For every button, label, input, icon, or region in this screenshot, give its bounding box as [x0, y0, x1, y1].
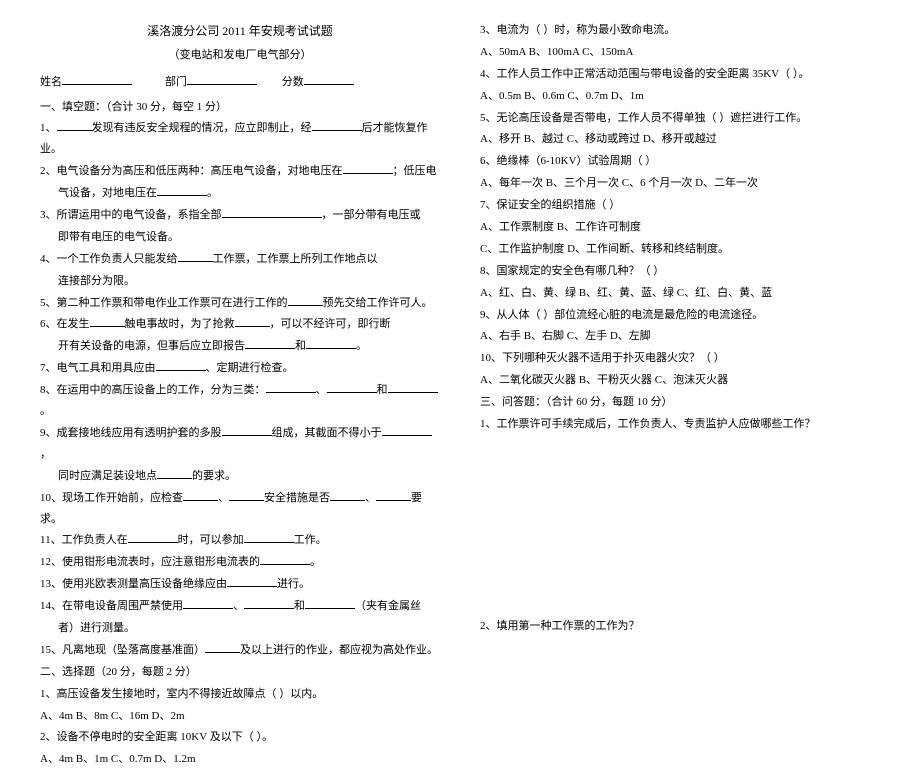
s2-q7-opts2: C、工作监护制度 D、工作间断、转移和终结制度。 — [480, 239, 880, 260]
s1-q7: 7、电气工具和用具应由、定期进行检查。 — [40, 358, 440, 379]
s1-q14: 14、在带电设备周围严禁使用、和（夹有金属丝 — [40, 596, 440, 617]
s2-q7-opts1: A、工作票制度 B、工作许可制度 — [480, 217, 880, 238]
name-label: 姓名 — [40, 76, 62, 88]
s2-q6: 6、绝缘棒（6-10KV）试验周期（ ） — [480, 151, 880, 172]
s1-q2: 2、电气设备分为高压和低压两种：高压电气设备，对地电压在；低压电 — [40, 161, 440, 182]
s1-q9b: 同时应满足装设地点的要求。 — [40, 466, 440, 487]
s2-q9: 9、从人体（ ）部位流经心脏的电流是最危险的电流途径。 — [480, 305, 880, 326]
left-column: 溪洛渡分公司 2011 年安规考试试题 （变电站和发电厂电气部分） 姓名 部门 … — [40, 20, 440, 631]
s1-q9: 9、成套接地线应用有透明护套的多股组成，其截面不得小于， — [40, 423, 440, 465]
s2-q2-opts: A、4m B、1m C、0.7m D、1.2m — [40, 749, 440, 770]
s1-q11: 11、工作负责人在时，可以参加工作。 — [40, 530, 440, 551]
s1-q12: 12、使用钳形电流表时，应注意钳形电流表的。 — [40, 552, 440, 573]
s1-q3b: 即带有电压的电气设备。 — [40, 227, 440, 248]
exam-title: 溪洛渡分公司 2011 年安规考试试题 — [40, 20, 440, 43]
section3-header: 三、问答题：（合计 60 分，每题 10 分） — [480, 392, 880, 413]
exam-subtitle: （变电站和发电厂电气部分） — [40, 45, 440, 66]
s1-q4b: 连接部分为限。 — [40, 271, 440, 292]
s1-q6b: 开有关设备的电源，但事后应立即报告和。 — [40, 336, 440, 357]
dept-label: 部门 — [165, 76, 187, 88]
s1-q14b: 者）进行测量。 — [40, 618, 440, 639]
s1-q4: 4、一个工作负责人只能发给工作票，工作票上所列工作地点以 — [40, 249, 440, 270]
s2-q8: 8、国家规定的安全色有哪几种？（ ） — [480, 261, 880, 282]
s1-q2b: 气设备，对地电压在。 — [40, 183, 440, 204]
s1-q6: 6、在发生触电事故时，为了抢救，可以不经许可，即行断 — [40, 314, 440, 335]
s2-q3-opts: A、50mA B、100mA C、150mA — [480, 42, 880, 63]
s2-q3: 3、电流为（ ）时，称为最小致命电流。 — [480, 20, 880, 41]
s2-q2: 2、设备不停电时的安全距离 10KV 及以下（ ）。 — [40, 727, 440, 748]
info-line: 姓名 部门 分数 — [40, 72, 440, 93]
s1-q5: 5、第二种工作票和带电作业工作票可在进行工作的预先交给工作许可人。 — [40, 293, 440, 314]
s3-q2: 2、填用第一种工作票的工作为？ — [480, 616, 880, 637]
right-column: 3、电流为（ ）时，称为最小致命电流。 A、50mA B、100mA C、150… — [480, 20, 880, 631]
s2-q4: 4、工作人员工作中正常活动范围与带电设备的安全距离 35KV（ ）。 — [480, 64, 880, 85]
s3-q1: 1、工作票许可手续完成后，工作负责人、专责监护人应做哪些工作？ — [480, 414, 880, 435]
s2-q4-opts: A、0.5m B、0.6m C、0.7m D、1m — [480, 86, 880, 107]
s2-q5: 5、无论高压设备是否带电，工作人员不得单独（ ）遮拦进行工作。 — [480, 108, 880, 129]
s2-q7: 7、保证安全的组织措施（ ） — [480, 195, 880, 216]
s1-q8: 8、在运用中的高压设备上的工作，分为三类：、和。 — [40, 380, 440, 422]
s2-q1-opts: A、4m B、8m C、16m D、2m — [40, 706, 440, 727]
section1-header: 一、填空题：（合计 30 分，每空 1 分） — [40, 97, 440, 118]
section2-header: 二、选择题（20 分，每题 2 分） — [40, 662, 440, 683]
score-label: 分数 — [282, 76, 304, 88]
s2-q5-opts: A、移开 B、越过 C、移动或跨过 D、移开或越过 — [480, 129, 880, 150]
s2-q8-opts: A、红、白、黄、绿 B、红、黄、蓝、绿 C、红、白、黄、蓝 — [480, 283, 880, 304]
s1-q15: 15、凡离地现（坠落高度基准面）及以上进行的作业，都应视为高处作业。 — [40, 640, 440, 661]
answer-space-1 — [480, 436, 880, 616]
s1-q10: 10、现场工作开始前，应检查、安全措施是否、要求。 — [40, 488, 440, 530]
s2-q10-opts: A、二氧化碳灭火器 B、干粉灭火器 C、泡沫灭火器 — [480, 370, 880, 391]
s1-q13: 13、使用兆欧表测量高压设备绝缘应由进行。 — [40, 574, 440, 595]
s2-q9-opts: A、右手 B、右脚 C、左手 D、左脚 — [480, 326, 880, 347]
s1-q3: 3、所谓运用中的电气设备，系指全部，一部分带有电压或 — [40, 205, 440, 226]
s1-q1: 1、发现有违反安全规程的情况，应立即制止，经后才能恢复作业。 — [40, 118, 440, 160]
s2-q10: 10、下列哪种灭火器不适用于扑灭电器火灾？（ ） — [480, 348, 880, 369]
s2-q1: 1、高压设备发生接地时，室内不得接近故障点（ ）以内。 — [40, 684, 440, 705]
s2-q6-opts: A、每年一次 B、三个月一次 C、6 个月一次 D、二年一次 — [480, 173, 880, 194]
